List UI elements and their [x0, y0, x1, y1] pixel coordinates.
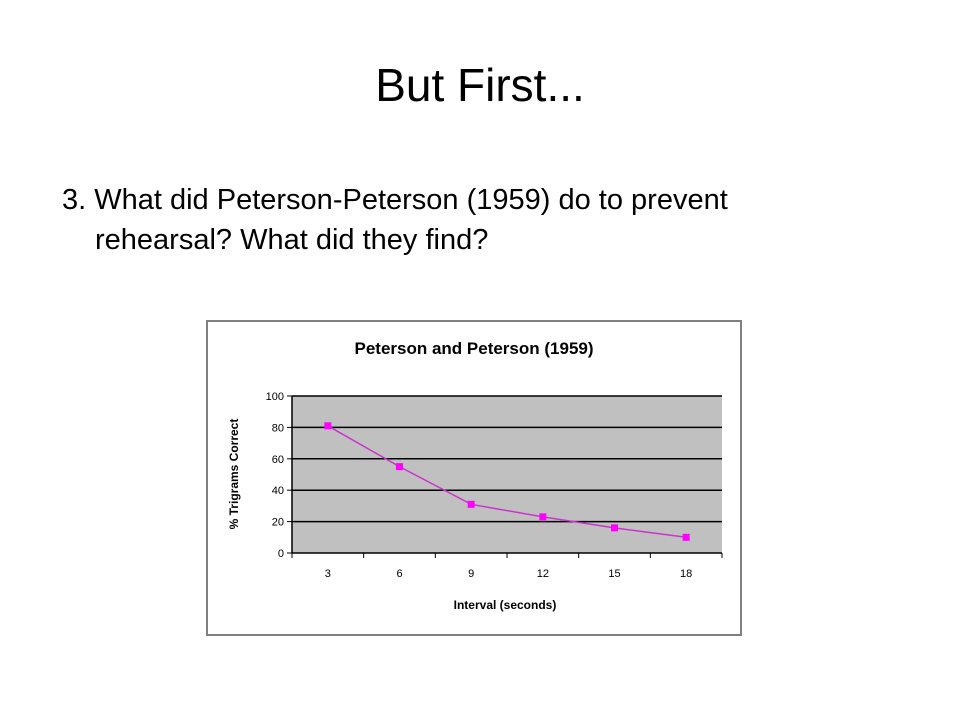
y-tick-label: 0 [278, 548, 284, 560]
question-text: 3. What did Peterson-Peterson (1959) do … [62, 184, 728, 256]
x-tick-label: 6 [396, 568, 402, 580]
y-axis-label: % Trigrams Correct [227, 419, 241, 530]
data-point [682, 533, 690, 541]
data-point [467, 500, 475, 508]
y-tick-label: 60 [272, 454, 284, 466]
data-point [611, 524, 618, 532]
x-tick-label: 18 [680, 568, 692, 580]
x-tick-label: 15 [608, 568, 620, 580]
slide-body: 3. What did Peterson-Peterson (1959) do … [62, 180, 852, 260]
y-tick-label: 20 [272, 517, 284, 529]
series-line [327, 425, 687, 539]
plot-area [292, 396, 722, 553]
x-tick-label: 3 [325, 568, 331, 580]
data-point [396, 463, 403, 471]
y-tick-label: 40 [272, 485, 284, 497]
y-tick-label: 100 [266, 391, 284, 403]
chart-title: Peterson and Peterson (1959) [354, 339, 593, 358]
x-tick-label: 9 [468, 568, 474, 580]
retention-line-chart: Peterson and Peterson (1959) Interval (s… [206, 320, 742, 636]
plot-area-group: 0 20 40 60 80 100 3 6 9 12 15 18 [266, 391, 723, 580]
x-tick-label: 12 [537, 568, 549, 580]
chart-image: Peterson and Peterson (1959) Interval (s… [206, 320, 742, 636]
data-point [324, 422, 332, 430]
y-tick-label: 80 [272, 422, 284, 434]
data-point [539, 513, 547, 521]
x-axis-label: Interval (seconds) [454, 598, 557, 612]
slide-title: But First... [375, 59, 585, 111]
